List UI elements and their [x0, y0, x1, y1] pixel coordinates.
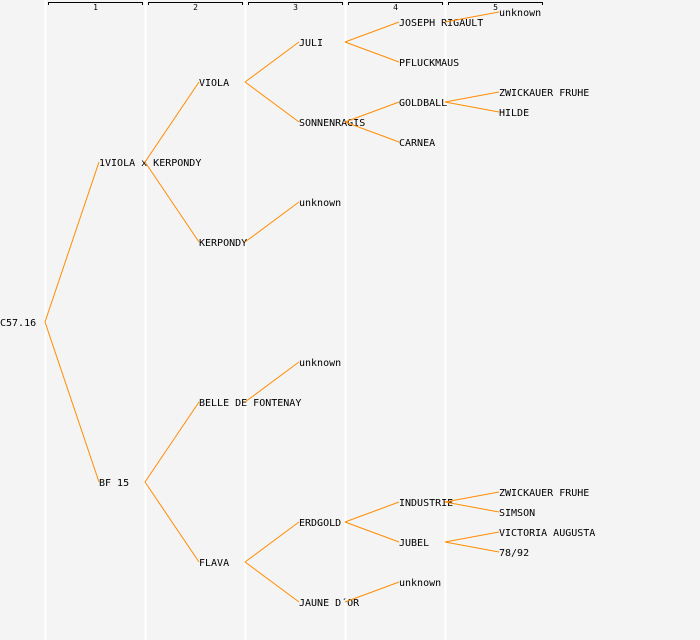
pedigree-link	[344, 521, 400, 543]
pedigree-link	[44, 321, 100, 483]
pedigree-node[interactable]: VICTORIA AUGUSTA	[499, 528, 595, 539]
pedigree-link	[344, 121, 400, 143]
pedigree-link	[144, 401, 200, 483]
pedigree-node[interactable]: ZWICKAUER FRUHE	[499, 488, 589, 499]
pedigree-link	[244, 81, 300, 123]
generation-header: 5	[493, 3, 498, 12]
pedigree-node[interactable]: GOLDBALL	[399, 98, 447, 109]
pedigree-node[interactable]: SIMSON	[499, 508, 535, 519]
pedigree-link	[344, 41, 400, 63]
pedigree-node[interactable]: JAUNE D´OR	[299, 597, 360, 609]
pedigree-link	[144, 81, 200, 163]
pedigree-link	[444, 91, 500, 103]
generation-header: 1	[93, 3, 98, 12]
generation-bracket	[148, 2, 243, 5]
generation-header: 2	[193, 3, 198, 12]
pedigree-node[interactable]: unknown	[299, 198, 341, 209]
pedigree-node[interactable]: KERPONDY	[199, 238, 247, 249]
pedigree-link	[444, 541, 500, 553]
pedigree-link	[44, 161, 100, 323]
pedigree-node[interactable]: 78/92	[499, 548, 529, 559]
pedigree-link	[344, 581, 400, 603]
generation-header: 3	[293, 3, 298, 12]
pedigree-node[interactable]: PFLUCKMAUS	[399, 58, 459, 69]
pedigree-node[interactable]: BF 15	[99, 478, 129, 489]
pedigree-link	[344, 501, 400, 523]
pedigree-node[interactable]: JUBEL	[399, 538, 429, 549]
pedigree-link	[444, 531, 500, 543]
pedigree-node[interactable]: HILDE	[499, 108, 529, 119]
pedigree-link	[244, 361, 300, 403]
generation-bracket	[348, 2, 443, 5]
generation-bracket	[248, 2, 343, 5]
pedigree-link	[444, 11, 500, 23]
pedigree-link	[344, 101, 400, 123]
pedigree-link	[344, 21, 400, 43]
pedigree-node[interactable]: unknown	[399, 578, 441, 589]
pedigree-node[interactable]: INDUSTRIE	[399, 498, 453, 509]
pedigree-node[interactable]: 1VIOLA x KERPONDY	[99, 158, 201, 169]
generation-bracket	[48, 2, 143, 5]
pedigree-link	[244, 561, 300, 603]
pedigree-link	[244, 521, 300, 563]
pedigree-node[interactable]: JULI	[299, 38, 323, 49]
pedigree-node[interactable]: unknown	[299, 358, 341, 369]
pedigree-link	[244, 201, 300, 243]
pedigree-node[interactable]: ERDGOLD	[299, 518, 341, 529]
pedigree-node[interactable]: BELLE DE FONTENAY	[199, 398, 301, 409]
pedigree-node[interactable]: ZWICKAUER FRUHE	[499, 88, 589, 99]
pedigree-node[interactable]: FLAVA	[199, 558, 229, 569]
pedigree-link	[144, 161, 200, 243]
pedigree-node[interactable]: unknown	[499, 8, 541, 19]
pedigree-link	[244, 41, 300, 83]
generation-bracket	[448, 2, 543, 5]
pedigree-link	[444, 501, 500, 513]
pedigree-link	[444, 101, 500, 113]
pedigree-node[interactable]: VIOLA	[199, 78, 229, 89]
pedigree-node[interactable]: CARNEA	[399, 138, 435, 149]
pedigree-node[interactable]: C57.16	[0, 318, 36, 329]
pedigree-link	[144, 481, 200, 563]
pedigree-link	[444, 491, 500, 503]
pedigree-node[interactable]: SONNENRAGIS	[299, 118, 365, 129]
generation-header: 4	[393, 3, 398, 12]
pedigree-node[interactable]: JOSEPH RIGAULT	[399, 18, 483, 29]
